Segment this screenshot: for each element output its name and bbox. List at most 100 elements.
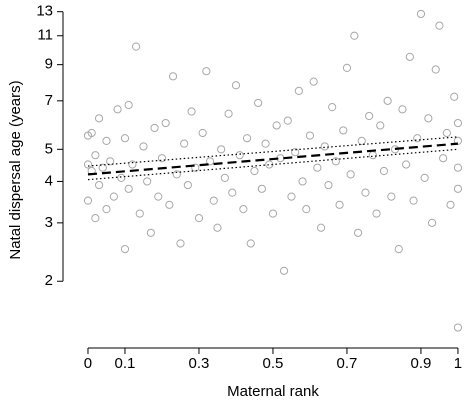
point	[113, 105, 122, 114]
point	[135, 209, 144, 218]
trend-line	[87, 142, 459, 176]
point	[191, 163, 200, 172]
point	[109, 192, 118, 201]
point	[316, 223, 326, 232]
point	[328, 103, 337, 112]
point	[268, 209, 278, 218]
point	[124, 184, 133, 193]
point	[91, 151, 100, 160]
y-tick-label: 13	[36, 3, 53, 20]
point	[157, 154, 167, 163]
x-tick-label: 0.3	[189, 355, 210, 372]
point	[435, 21, 444, 30]
point	[331, 157, 340, 166]
point	[94, 180, 104, 190]
point	[87, 128, 96, 138]
point	[339, 126, 348, 135]
point	[394, 245, 403, 254]
point	[143, 177, 152, 186]
y-axis-title: Natal dispersal age (years)	[7, 80, 24, 259]
point	[294, 86, 303, 96]
point	[180, 139, 189, 148]
point	[172, 170, 181, 179]
point	[453, 163, 463, 172]
point	[102, 205, 111, 214]
point	[427, 218, 437, 227]
point	[128, 160, 137, 169]
point	[446, 200, 455, 209]
point	[324, 180, 333, 190]
point	[320, 142, 329, 151]
point	[439, 154, 448, 163]
trend-line	[87, 136, 458, 167]
point	[291, 148, 300, 157]
point	[305, 131, 315, 140]
y-tick-label: 2	[45, 272, 53, 289]
point	[265, 160, 274, 169]
point	[228, 188, 237, 197]
point	[287, 192, 296, 201]
point	[342, 63, 352, 72]
point	[202, 67, 211, 76]
point	[361, 188, 370, 197]
x-axis-title: Maternal rank	[227, 383, 319, 400]
y-tick-label: 7	[45, 92, 53, 109]
point	[242, 134, 252, 143]
x-tick-label: 0.7	[337, 355, 358, 372]
point	[442, 128, 451, 138]
y-tick-label: 3	[45, 214, 53, 231]
point	[409, 196, 418, 205]
point	[272, 121, 281, 130]
point	[405, 52, 414, 61]
point	[165, 200, 174, 209]
trend-line	[87, 148, 458, 181]
point	[183, 180, 192, 190]
point	[257, 184, 266, 193]
point	[450, 92, 459, 101]
point	[416, 9, 426, 19]
point	[372, 209, 381, 218]
point	[231, 81, 241, 90]
point	[313, 163, 322, 172]
point	[383, 96, 392, 105]
point	[131, 42, 141, 51]
point	[102, 136, 111, 146]
point	[431, 65, 440, 74]
point	[254, 98, 263, 108]
point	[283, 116, 292, 125]
point	[235, 151, 244, 160]
point	[350, 31, 359, 40]
point	[453, 323, 463, 332]
point	[161, 118, 170, 128]
y-tick-label: 11	[37, 27, 53, 44]
point	[453, 118, 463, 128]
x-tick-label: 0	[84, 355, 92, 372]
x-tick-label: 0.1	[115, 355, 136, 372]
point	[98, 163, 107, 172]
point	[298, 177, 307, 186]
point	[261, 139, 270, 148]
y-tick-label: 9	[45, 56, 53, 73]
point	[239, 205, 248, 214]
point	[365, 111, 374, 121]
point	[376, 121, 385, 130]
point	[198, 128, 207, 138]
x-tick-label: 0.5	[263, 355, 284, 372]
point	[302, 205, 311, 214]
point	[124, 100, 133, 110]
point	[83, 160, 93, 169]
point	[187, 107, 196, 116]
x-tick-label: 0.9	[411, 355, 432, 372]
point	[94, 114, 104, 123]
point	[209, 196, 218, 205]
point	[224, 109, 233, 118]
point	[398, 105, 407, 114]
point	[205, 157, 215, 166]
point	[413, 134, 422, 143]
point	[335, 200, 344, 209]
point	[424, 114, 433, 123]
point	[353, 228, 363, 237]
point	[83, 196, 93, 205]
point	[120, 245, 130, 254]
